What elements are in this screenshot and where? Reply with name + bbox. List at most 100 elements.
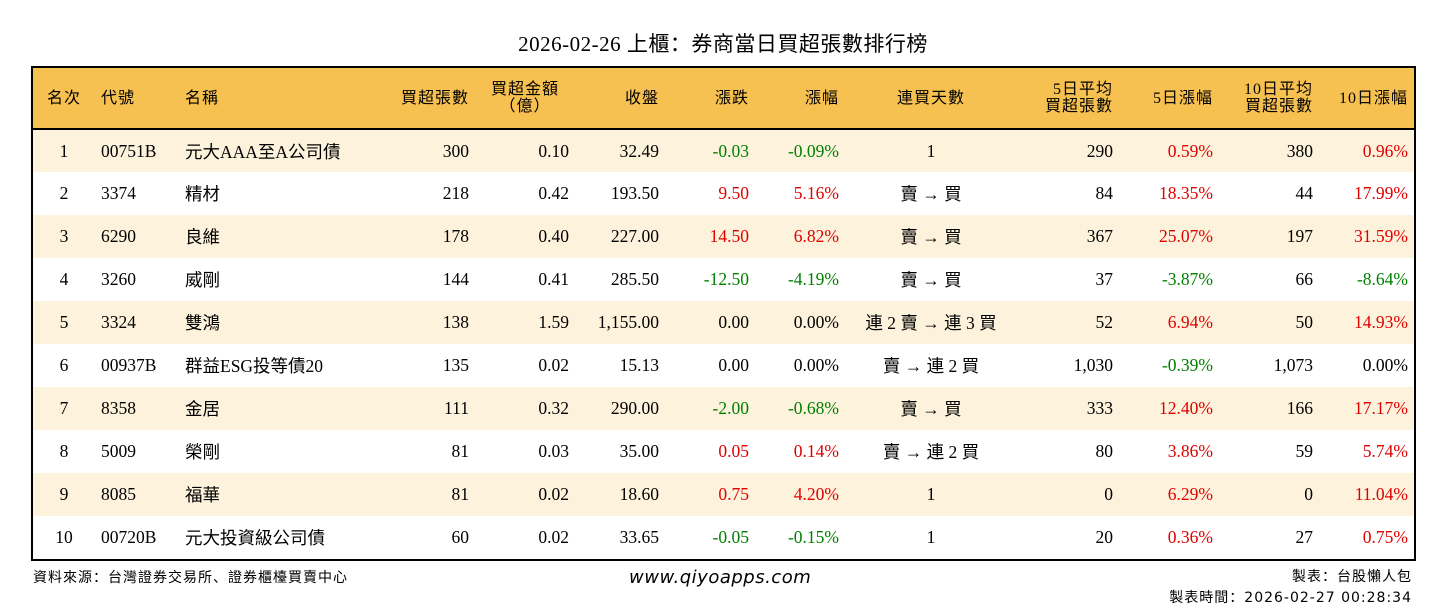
table-row[interactable]: 2 3374 精材 218 0.42 193.50 9.50 5.16% 賣 →… (33, 172, 1414, 215)
cell-consecutive-days: 賣 → 買 (900, 270, 962, 290)
cell-rank: 6 (59, 355, 69, 375)
cell-rank: 2 (59, 183, 69, 203)
website-link[interactable]: www.qiyoapps.com (629, 567, 812, 588)
cell-rank: 7 (59, 398, 69, 418)
table-row[interactable]: 6 00937B 群益ESG投等債20 135 0.02 15.13 0.00 … (33, 344, 1414, 387)
cell-avg5: 37 (1095, 269, 1114, 289)
cell-consecutive-days: 1 (926, 484, 936, 504)
cell-change: 9.50 (718, 183, 749, 203)
table-row[interactable]: 4 3260 威剛 144 0.41 285.50 -12.50 -4.19% … (33, 258, 1414, 301)
table-row[interactable]: 9 8085 福華 81 0.02 18.60 0.75 4.20% 1 0 6… (33, 473, 1414, 516)
cell-change-pct: 0.00% (793, 355, 839, 375)
header-pct5[interactable]: 5日漲幅 (1152, 89, 1213, 107)
cell-avg10: 380 (1286, 140, 1313, 161)
ranking-table-container: 名次 代號 名稱 買超張數 買超金額 （億） 收盤 漲跌 漲幅 連買天數 5日平… (31, 66, 1416, 561)
header-avg5[interactable]: 5日平均 買超張數 (1017, 68, 1119, 129)
cell-close: 32.49 (619, 140, 659, 161)
cell-avg10: 50 (1295, 312, 1314, 332)
cell-change: 0.00 (718, 355, 749, 375)
cell-avg5: 0 (1104, 484, 1113, 504)
cell-close: 290.00 (610, 398, 659, 418)
cell-net-buy-lots: 178 (442, 226, 469, 246)
cell-name: 精材 (185, 184, 220, 204)
cell-close: 193.50 (610, 183, 659, 203)
cell-close: 227.00 (610, 226, 659, 246)
cell-avg5: 84 (1095, 183, 1114, 203)
table-body: 1 00751B 元大AAA至A公司債 300 0.10 32.49 -0.03… (33, 129, 1414, 559)
cell-change: -12.50 (703, 269, 749, 289)
header-consecutive-days[interactable]: 連買天數 (896, 89, 965, 107)
cell-pct5: 3.86% (1167, 441, 1213, 461)
header-code[interactable]: 代號 (101, 89, 136, 107)
cell-change-pct: 5.16% (793, 183, 839, 203)
cell-net-buy-amount: 0.32 (538, 398, 569, 418)
cell-change-pct: 0.00% (793, 312, 839, 332)
cell-code: 5009 (101, 441, 136, 461)
cell-pct5: 6.29% (1167, 484, 1213, 504)
cell-avg10: 1,073 (1273, 355, 1313, 375)
cell-change: 0.05 (718, 441, 749, 461)
cell-code: 6290 (101, 226, 136, 246)
header-name[interactable]: 名稱 (185, 89, 220, 107)
header-avg10[interactable]: 10日平均 買超張數 (1219, 68, 1319, 129)
cell-rank: 8 (59, 441, 69, 461)
cell-pct10: -8.64% (1356, 269, 1408, 289)
header-net-buy-lots[interactable]: 買超張數 (400, 89, 469, 107)
cell-pct5: 12.40% (1159, 398, 1213, 418)
cell-consecutive-days: 1 (926, 527, 936, 547)
header-pct10[interactable]: 10日漲幅 (1338, 89, 1408, 107)
cell-net-buy-amount: 1.59 (538, 312, 569, 332)
cell-avg5: 52 (1095, 312, 1114, 332)
cell-avg10: 44 (1295, 183, 1314, 203)
cell-name: 元大AAA至A公司債 (185, 141, 341, 162)
cell-name: 金居 (185, 399, 220, 419)
cell-consecutive-days: 賣 → 買 (900, 184, 962, 204)
cell-net-buy-lots: 81 (451, 484, 470, 504)
cell-avg10: 197 (1286, 226, 1313, 246)
cell-pct5: 18.35% (1159, 183, 1213, 203)
cell-net-buy-lots: 144 (442, 269, 469, 289)
cell-pct10: 17.17% (1354, 398, 1408, 418)
cell-change-pct: -0.15% (787, 527, 839, 547)
header-rank[interactable]: 名次 (46, 89, 81, 107)
footer-credits: 製表：台股懶人包 製表時間：2026-02-27 00:28:34 (1169, 567, 1412, 609)
header-avg5-line1: 5日平均 (1052, 81, 1113, 98)
table-row[interactable]: 5 3324 雙鴻 138 1.59 1,155.00 0.00 0.00% 連… (33, 301, 1414, 344)
cell-net-buy-amount: 0.10 (538, 140, 569, 161)
table-row[interactable]: 8 5009 榮剛 81 0.03 35.00 0.05 0.14% 賣 → 連… (33, 430, 1414, 473)
cell-pct10: 0.96% (1362, 140, 1408, 161)
cell-name: 榮剛 (185, 442, 220, 462)
header-close[interactable]: 收盤 (624, 89, 659, 107)
cell-avg5: 20 (1095, 527, 1114, 547)
cell-pct10: 17.99% (1354, 183, 1408, 203)
header-net-buy-amount[interactable]: 買超金額 （億） (475, 68, 575, 129)
cell-avg5: 290 (1086, 140, 1113, 161)
table-row[interactable]: 1 00751B 元大AAA至A公司債 300 0.10 32.49 -0.03… (33, 129, 1414, 172)
cell-rank: 1 (59, 140, 69, 161)
cell-pct10: 14.93% (1354, 312, 1408, 332)
cell-name: 元大投資級公司債 (185, 528, 325, 548)
cell-code: 00751B (101, 140, 157, 161)
page-title: 2026-02-26 上櫃：券商當日買超張數排行榜 (518, 32, 928, 56)
cell-pct10: 0.00% (1362, 355, 1408, 375)
header-change[interactable]: 漲跌 (714, 89, 749, 107)
cell-pct5: -0.39% (1161, 355, 1213, 375)
cell-net-buy-lots: 138 (442, 312, 469, 332)
generated-time: 製表時間：2026-02-27 00:28:34 (1169, 590, 1412, 606)
cell-pct10: 31.59% (1354, 226, 1408, 246)
table-row[interactable]: 7 8358 金居 111 0.32 290.00 -2.00 -0.68% 賣… (33, 387, 1414, 430)
cell-pct5: -3.87% (1161, 269, 1213, 289)
cell-change: 0.00 (718, 312, 749, 332)
cell-change: -0.03 (712, 140, 749, 161)
header-change-pct[interactable]: 漲幅 (804, 89, 839, 107)
cell-close: 35.00 (619, 441, 659, 461)
cell-close: 285.50 (610, 269, 659, 289)
cell-change-pct: -0.68% (787, 398, 839, 418)
table-row[interactable]: 3 6290 良維 178 0.40 227.00 14.50 6.82% 賣 … (33, 215, 1414, 258)
cell-code: 8358 (101, 398, 136, 418)
table-row[interactable]: 10 00720B 元大投資級公司債 60 0.02 33.65 -0.05 -… (33, 516, 1414, 559)
cell-net-buy-amount: 0.02 (538, 355, 569, 375)
cell-code: 3260 (101, 269, 136, 289)
cell-consecutive-days: 賣 → 買 (900, 399, 962, 419)
cell-avg10: 166 (1286, 398, 1313, 418)
